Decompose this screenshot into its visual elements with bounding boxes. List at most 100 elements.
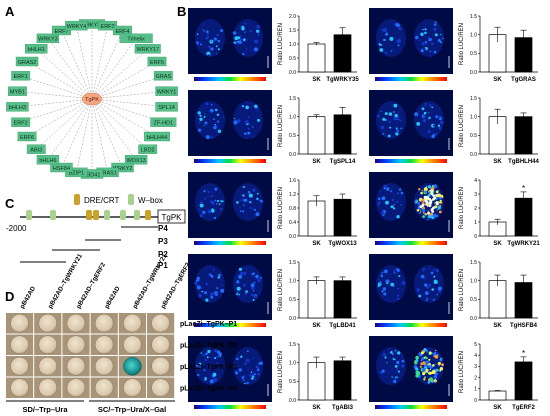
column-header: pB42AD xyxy=(103,285,122,310)
network-node-box xyxy=(143,131,170,142)
luminescence-spot xyxy=(216,362,219,366)
luminescence-spot xyxy=(396,39,399,43)
luminescence-spot xyxy=(204,291,207,295)
network-node-box xyxy=(119,33,153,44)
luminescence-spot xyxy=(396,23,400,28)
row-label: pLacZi–TgPK–P2 xyxy=(180,342,237,349)
luminescence-spot xyxy=(246,268,248,270)
promoter-diagram: DRE/CRT W–box TgPK -2000 P4 P3 xyxy=(6,194,186,270)
luminescence-spot xyxy=(379,43,382,46)
luminescence-spot xyxy=(422,48,426,51)
network-edge xyxy=(47,98,93,160)
luminescence-spot xyxy=(252,357,254,359)
luminescence-spot xyxy=(205,207,209,211)
colony xyxy=(94,378,114,397)
luminescence-spot xyxy=(440,41,442,44)
bar-control xyxy=(307,43,326,73)
luminescence-spot xyxy=(199,366,202,368)
network-node-box xyxy=(65,167,88,178)
luminescence-spot xyxy=(381,290,384,293)
y-axis-label: Ratio LUC/REN xyxy=(278,105,284,147)
luminescence-spot xyxy=(380,110,382,113)
colony xyxy=(10,357,29,376)
network-node: HSF84 xyxy=(50,162,73,173)
network-node-box xyxy=(15,56,39,67)
luminescence-spot xyxy=(251,207,253,210)
luminescence-spot xyxy=(233,120,238,125)
luminescence-spot xyxy=(209,108,214,113)
column-header: pB42AD xyxy=(19,285,38,310)
colony xyxy=(38,314,58,333)
x-category-label: TgWRKY21 xyxy=(507,241,540,247)
network-node: ABI3 xyxy=(26,144,46,154)
luminescence-spot xyxy=(427,211,430,215)
network-node-label: WRKY1 xyxy=(157,89,177,95)
luminescence-spot xyxy=(417,202,421,206)
luminescence-spot xyxy=(209,39,214,44)
luminescence-spot xyxy=(247,127,250,130)
network-node: bHLH6 xyxy=(36,154,60,165)
luminescence-spot xyxy=(381,369,385,373)
luminescence-spot xyxy=(400,110,403,113)
luminescence-spot xyxy=(398,27,402,31)
luminescence-spot xyxy=(433,279,437,283)
x-category-label: SK xyxy=(312,159,321,165)
luminescence-spot xyxy=(247,190,251,194)
luminescence-spot xyxy=(385,119,387,121)
luminescence-spot xyxy=(209,273,212,277)
luminescence-spot xyxy=(241,42,244,44)
luminescence-spot xyxy=(439,369,442,372)
luminescence-spot xyxy=(213,378,218,382)
luminescence-spot xyxy=(428,53,432,58)
luminescence-spot xyxy=(217,276,220,279)
luminescence-spot xyxy=(397,370,400,373)
luminescence-spot xyxy=(240,355,243,358)
w-box-icon xyxy=(120,210,126,220)
luminescence-spot xyxy=(209,131,211,134)
luminescence-spot xyxy=(424,213,427,216)
network-edge xyxy=(17,98,93,108)
luminescence-spot xyxy=(434,202,436,204)
luminescence-spot xyxy=(199,214,203,218)
luminescence-spot xyxy=(422,361,427,365)
luminescence-spot xyxy=(199,43,202,46)
bar-treatment xyxy=(514,282,533,319)
panel-label-a: A xyxy=(5,4,15,19)
luminescence-spot xyxy=(428,358,431,361)
luminescence-spot xyxy=(391,367,394,369)
luminescence-spot xyxy=(434,380,437,383)
luminescence-spot xyxy=(425,196,429,200)
colony xyxy=(10,335,29,354)
luminescence-spot xyxy=(437,286,442,291)
luminescence-spot xyxy=(415,373,420,378)
luminescence-spot xyxy=(420,286,423,289)
luminescence-spot xyxy=(235,371,239,375)
luminescence-spot xyxy=(200,29,204,34)
start-position-label: -2000 xyxy=(6,224,27,233)
luminescence-spot xyxy=(209,379,214,384)
network-edge xyxy=(91,61,158,100)
luminescence-spot xyxy=(207,280,210,283)
luminescence-spot xyxy=(253,208,256,211)
luminescence-spot xyxy=(243,38,246,42)
luminescence-spot xyxy=(389,293,392,295)
luminescence-spot xyxy=(238,104,242,108)
luminescence-spot xyxy=(386,282,389,285)
luminescence-spot xyxy=(206,356,209,359)
row-label: pLacZi–TgPK–P1 xyxy=(180,321,237,328)
colony xyxy=(38,335,58,354)
network-edge xyxy=(91,98,123,168)
luminescence-spot xyxy=(438,126,442,130)
luminescence-spot xyxy=(243,114,246,117)
luminescence-spot xyxy=(379,281,383,285)
network-edge xyxy=(91,98,148,150)
y-tick-label: 0.0 xyxy=(289,234,296,240)
luminescence-spot xyxy=(398,275,401,278)
luminescence-spot xyxy=(441,37,444,40)
colony xyxy=(38,357,58,376)
luminescence-spot xyxy=(202,102,206,107)
intensity-color-scale xyxy=(194,77,266,81)
y-tick-label: 0.5 xyxy=(289,297,296,303)
